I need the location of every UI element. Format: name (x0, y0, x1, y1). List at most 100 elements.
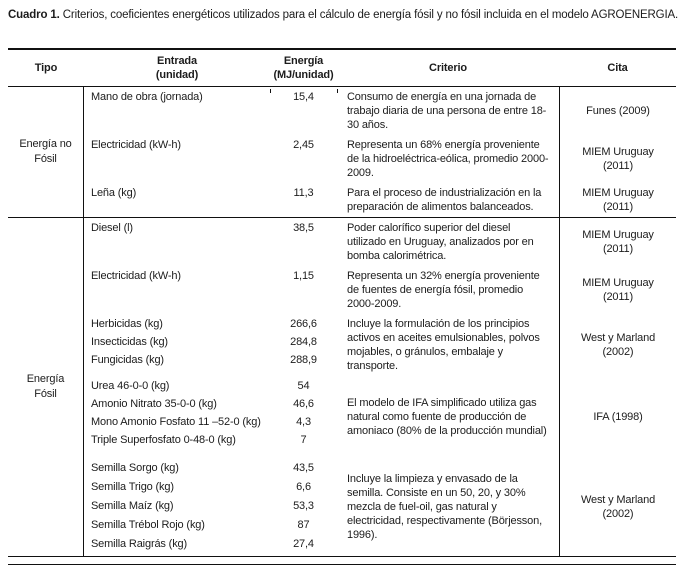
table-entry-row: Semilla Sorgo (kg) 43,5 (84, 461, 337, 480)
section-tipo-cell: Energía Fósil (8, 218, 84, 556)
criterio-cell: Para el proceso de industrialización en … (337, 183, 559, 217)
criterio-cell: Representa un 32% energía proveniente de… (337, 266, 559, 314)
energia-value-cell: 38,5 (293, 222, 314, 234)
table-entry-row: Urea 46-0-0 (kg) 54 (84, 379, 337, 397)
cita-text: MIEM Uruguay (2011) (582, 187, 654, 213)
energia-value-cell: 46,6 (293, 398, 314, 410)
criterio-text: Incluye la limpieza y envasado de la sem… (347, 473, 542, 541)
section-tipo-label: Energía no Fósil (19, 138, 72, 165)
entrada-cell: Diesel (l) (91, 222, 133, 234)
table-entry-row: Fungicidas (kg) 288,9 (84, 353, 337, 371)
column-header-entrada: Entrada (unidad) (155, 55, 199, 81)
energia-value-cell: 2,45 (293, 139, 314, 151)
entry-list: Electricidad (kW-h) 1,15 (84, 266, 337, 314)
entry-list: Urea 46-0-0 (kg) 54 Amonio Nitrato 35-0-0 … (84, 376, 337, 458)
entrada-cell: Insecticidas (kg) (91, 336, 168, 348)
entrada-cell: Electricidad (kW-h) (91, 139, 181, 151)
table-entry-row: Mano de obra (jornada) 15,4 (84, 90, 337, 108)
column-divider-tick (270, 89, 271, 93)
criterio-text: Poder calorífico superior del diesel uti… (347, 222, 534, 262)
entrada-cell: Urea 46-0-0 (kg) (91, 380, 170, 392)
table-body: Energía no Fósil Mano de obra (jornada) 15… (8, 87, 676, 557)
entrada-cell: Electricidad (kW-h) (91, 270, 181, 282)
cita-cell: West y Marland (2002) (559, 314, 676, 376)
table-caption-text: Criterios, coeficientes energéticos util… (62, 9, 679, 21)
entrada-cell: Semilla Raigrás (kg) (91, 538, 188, 550)
criterio-cell: El modelo de IFA simplificado utiliza ga… (337, 376, 559, 458)
energia-value-cell: 4,3 (296, 416, 311, 428)
entry-list: Herbicidas (kg) 266,6 Insecticidas (kg) 284… (84, 314, 337, 376)
cita-text: MIEM Uruguay (2011) (582, 229, 654, 255)
energia-value-cell: 27,4 (293, 538, 314, 550)
table-entry-row: Triple Superfosfato 0-48-0 (kg) 7 (84, 433, 337, 451)
entry-list: Semilla Sorgo (kg) 43,5 Semilla Trigo (kg)… (84, 458, 337, 556)
energia-value-cell: 1,15 (293, 270, 314, 282)
data-table: Tipo Entrada (unidad) Energía (MJ/unidad… (8, 48, 676, 565)
column-header-tipo: Tipo (34, 62, 58, 74)
criterio-text: Incluye la formulación de los principios… (347, 318, 540, 372)
energia-value-cell: 288,9 (290, 354, 317, 366)
table-entry-row: Semilla Raigrás (kg) 27,4 (84, 537, 337, 556)
table-entry-row: Leña (kg) 11,3 (84, 186, 337, 204)
table-row-group: Herbicidas (kg) 266,6 Insecticidas (kg) 284… (84, 314, 676, 376)
table-entry-row: Diesel (l) 38,5 (84, 221, 337, 239)
table-caption: Cuadro 1. Criterios, coeficientes energé… (8, 8, 680, 22)
cita-cell: MIEM Uruguay (2011) (559, 218, 676, 266)
criterio-text: Representa un 32% energía proveniente de… (347, 270, 540, 310)
energia-value-cell: 87 (297, 519, 310, 531)
entry-list: Electricidad (kW-h) 2,45 (84, 135, 337, 183)
energia-value-cell: 53,3 (293, 500, 314, 512)
criterio-cell: Incluye la limpieza y envasado de la sem… (337, 458, 559, 556)
table-entry-row: Semilla Trébol Rojo (kg) 87 (84, 518, 337, 537)
table-entry-row: Semilla Trigo (kg) 6,6 (84, 480, 337, 499)
table-entry-row: Herbicidas (kg) 266,6 (84, 317, 337, 335)
energia-value-cell: 11,3 (293, 187, 314, 199)
cita-text: Funes (2009) (586, 105, 650, 117)
table-row-group: Diesel (l) 38,5 Poder calorífico superior … (84, 218, 676, 266)
column-header-criterio: Criterio (429, 62, 467, 74)
column-header-energia: Energía (MJ/unidad) (273, 55, 334, 81)
entrada-cell: Semilla Maíz (kg) (91, 500, 174, 512)
cita-cell: MIEM Uruguay (2011) (559, 135, 676, 183)
cita-text: MIEM Uruguay (2011) (582, 146, 654, 172)
table-entry-row: Electricidad (kW-h) 1,15 (84, 269, 337, 287)
energia-value-cell: 43,5 (293, 462, 314, 474)
cita-cell: West y Marland (2002) (559, 458, 676, 556)
energia-value-cell: 7 (300, 434, 307, 446)
entrada-cell: Semilla Trébol Rojo (kg) (91, 519, 205, 531)
energia-value-cell: 54 (297, 380, 310, 392)
table-entry-row: Insecticidas (kg) 284,8 (84, 335, 337, 353)
section-tipo-cell: Energía no Fósil (8, 87, 84, 217)
cita-text: West y Marland (2002) (580, 494, 656, 520)
entry-list: Leña (kg) 11,3 (84, 183, 337, 217)
criterio-cell: Incluye la formulación de los principios… (337, 314, 559, 376)
criterio-text: Representa un 68% energía proveniente de… (347, 139, 549, 179)
entrada-cell: Herbicidas (kg) (91, 318, 163, 330)
energia-value-cell: 6,6 (296, 481, 311, 493)
cita-cell: MIEM Uruguay (2011) (559, 266, 676, 314)
cita-text: IFA (1998) (593, 411, 643, 423)
entry-list: Diesel (l) 38,5 (84, 218, 337, 266)
table-row-group: Leña (kg) 11,3 Para el proceso de industri… (84, 183, 676, 217)
cita-cell: MIEM Uruguay (2011) (559, 183, 676, 217)
energia-value-cell: 284,8 (290, 336, 317, 348)
table-row-group: Electricidad (kW-h) 2,45 Representa un 68%… (84, 135, 676, 183)
entrada-cell: Fungicidas (kg) (91, 354, 164, 366)
table-header-row: Tipo Entrada (unidad) Energía (MJ/unidad… (8, 48, 676, 93)
table-entry-row: Amonio Nitrato 35-0-0 (kg) 46,6 (84, 397, 337, 415)
entrada-cell: Leña (kg) (91, 187, 137, 199)
table-entry-row: Mono Amonio Fosfato 11 –52-0 (kg) 4,3 (84, 415, 337, 433)
criterio-text: Para el proceso de industrialización en … (347, 187, 542, 213)
section-groups: Mano de obra (jornada) 15,4 Consumo de ene… (84, 87, 676, 217)
criterio-text: El modelo de IFA simplificado utiliza ga… (347, 397, 547, 437)
cita-cell: IFA (1998) (559, 376, 676, 458)
section-tipo-label: Energía Fósil (26, 373, 65, 400)
criterio-cell: Representa un 68% energía proveniente de… (337, 135, 559, 183)
entrada-cell: Mano de obra (jornada) (91, 91, 203, 103)
section-groups: Diesel (l) 38,5 Poder calorífico superior … (84, 218, 676, 556)
table-entry-row: Electricidad (kW-h) 2,45 (84, 138, 337, 156)
table-section: Energía Fósil Diesel (l) 38,5 Poder caloríf… (8, 218, 676, 556)
criterio-cell: Poder calorífico superior del diesel uti… (337, 218, 559, 266)
energia-value-cell: 266,6 (290, 318, 317, 330)
